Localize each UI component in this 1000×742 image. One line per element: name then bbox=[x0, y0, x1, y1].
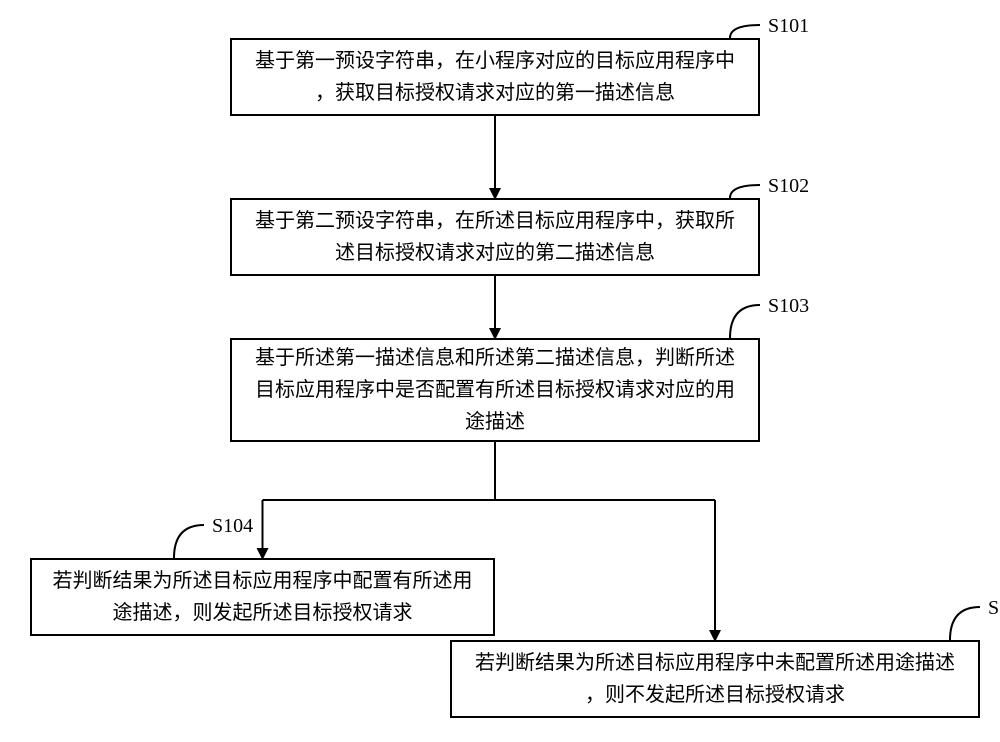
flow-node-text: 若判断结果为所述目标应用程序中配置有所述用途描述，则发起所述目标授权请求 bbox=[53, 565, 473, 629]
flow-node-n3: 基于所述第一描述信息和所述第二描述信息，判断所述目标应用程序中是否配置有所述目标… bbox=[230, 338, 760, 442]
flow-node-n1: 基于第一预设字符串，在小程序对应的目标应用程序中，获取目标授权请求对应的第一描述… bbox=[230, 38, 760, 116]
flow-node-text: 基于第一预设字符串，在小程序对应的目标应用程序中，获取目标授权请求对应的第一描述… bbox=[255, 45, 735, 109]
step-label-text: S104 bbox=[212, 515, 253, 538]
flowchart-canvas: 基于第一预设字符串，在小程序对应的目标应用程序中，获取目标授权请求对应的第一描述… bbox=[0, 0, 1000, 742]
flow-node-text: 若判断结果为所述目标应用程序中未配置所述用途描述，则不发起所述目标授权请求 bbox=[475, 647, 955, 711]
step-label-text: S103 bbox=[768, 295, 809, 318]
flow-node-n2: 基于第二预设字符串，在所述目标应用程序中，获取所述目标授权请求对应的第二描述信息 bbox=[230, 198, 760, 276]
step-label-text: S101 bbox=[768, 15, 809, 38]
flow-node-text: 基于第二预设字符串，在所述目标应用程序中，获取所述目标授权请求对应的第二描述信息 bbox=[255, 205, 735, 269]
step-label-text: S105 bbox=[988, 597, 1000, 620]
flow-node-text: 基于所述第一描述信息和所述第二描述信息，判断所述目标应用程序中是否配置有所述目标… bbox=[255, 342, 735, 438]
flow-node-n5: 若判断结果为所述目标应用程序中未配置所述用途描述，则不发起所述目标授权请求 bbox=[450, 640, 980, 718]
step-label-text: S102 bbox=[768, 175, 809, 198]
flow-node-n4: 若判断结果为所述目标应用程序中配置有所述用途描述，则发起所述目标授权请求 bbox=[30, 558, 495, 636]
